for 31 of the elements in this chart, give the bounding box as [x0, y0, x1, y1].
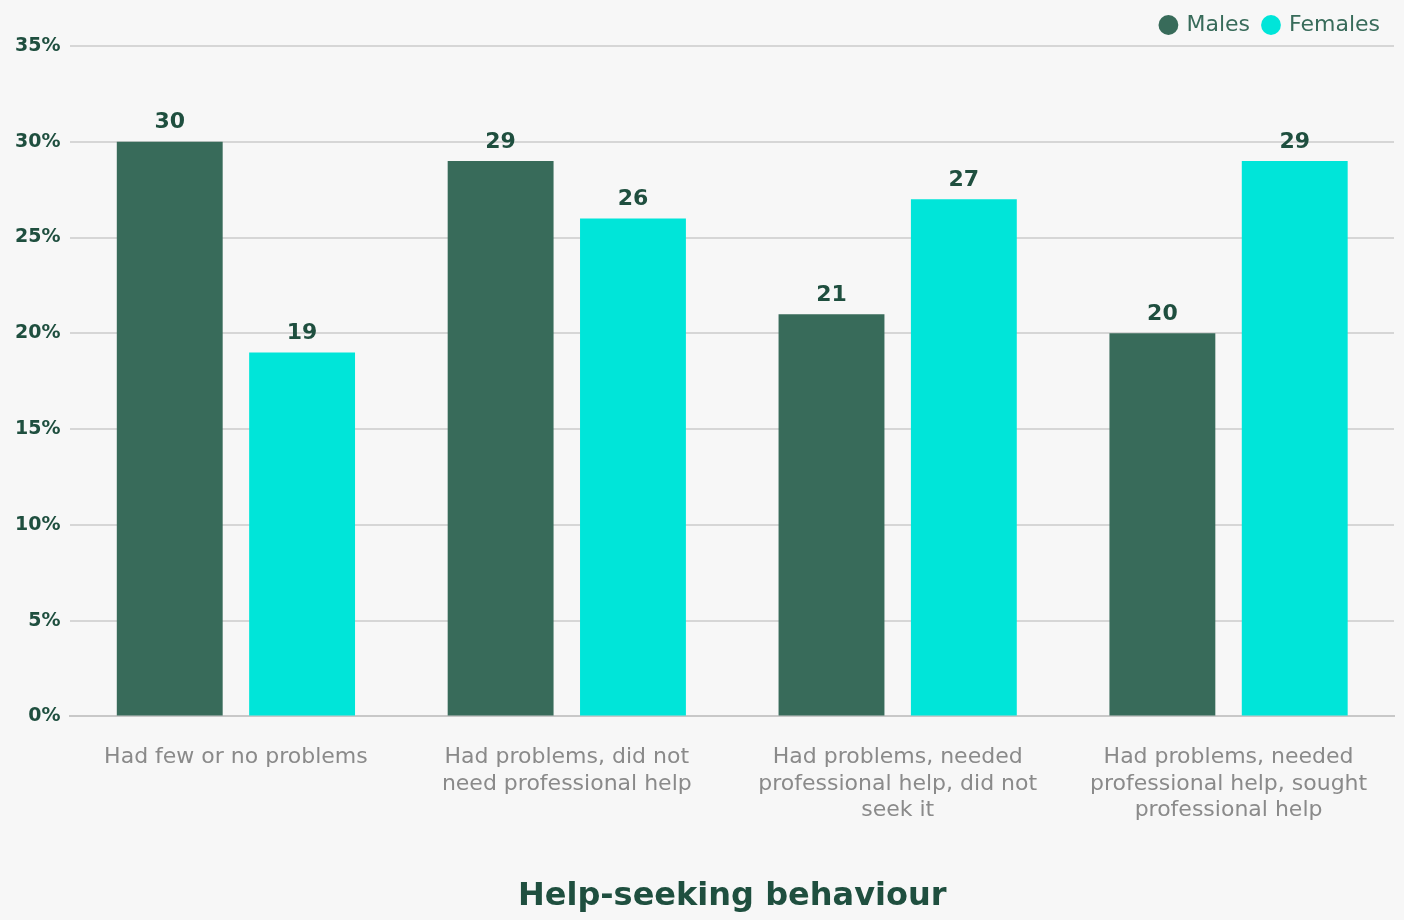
bar — [778, 314, 885, 716]
y-tick-label: 10% — [14, 511, 61, 534]
data-label: 19 — [286, 319, 318, 345]
bar — [580, 218, 686, 716]
x-tick-label: Had problems, did not need professional help — [441, 743, 692, 795]
y-tick-label: 35% — [14, 32, 61, 55]
bar — [249, 352, 356, 716]
y-tick-label: 25% — [14, 224, 61, 247]
data-label: 21 — [816, 280, 847, 306]
data-label: 30 — [154, 108, 186, 134]
data-label: 29 — [1279, 127, 1311, 153]
data-label: 20 — [1147, 300, 1178, 326]
data-label: 26 — [617, 185, 649, 211]
x-tick-label: Had few or no problems — [104, 743, 368, 769]
y-tick-label: 0% — [28, 703, 61, 726]
y-tick-label: 30% — [14, 128, 61, 151]
y-tick-label: 20% — [14, 320, 61, 343]
data-label: 27 — [948, 165, 980, 191]
y-tick-label: 15% — [14, 416, 61, 439]
bar — [116, 141, 223, 716]
legend-label: Females — [1288, 10, 1381, 36]
x-tick-label: Had problems, needed professional help, did not seek it — [758, 743, 1038, 822]
x-tick-label: Had problems, needed professional help, sought professional help — [1089, 743, 1368, 822]
y-tick-label: 5% — [28, 607, 61, 630]
bar — [910, 199, 1017, 716]
legend-label: Males — [1186, 10, 1250, 36]
data-label: 29 — [485, 127, 516, 153]
bar — [1241, 160, 1348, 716]
bar — [1109, 333, 1216, 716]
bar — [447, 160, 554, 716]
x-axis-title: Help-seeking behaviour — [517, 875, 947, 914]
